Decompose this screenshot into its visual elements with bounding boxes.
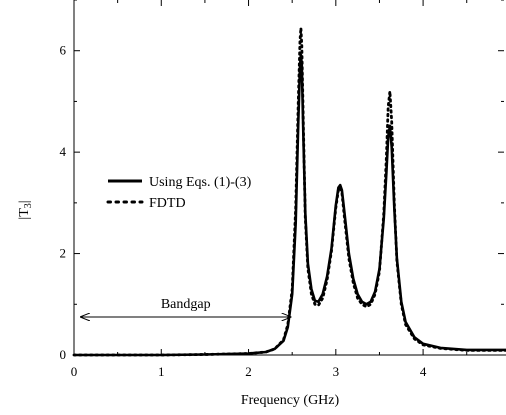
bandgap-label: Bandgap — [161, 297, 211, 312]
x-tick-label: 2 — [245, 364, 252, 379]
series-line-fdtd — [72, 26, 506, 357]
y-axis-label-subscript: 3 — [23, 203, 34, 208]
series-layer — [72, 26, 506, 357]
y-axis-label-main: |T — [17, 208, 32, 220]
y-tick-label: 6 — [60, 43, 67, 58]
x-axis-ticks: 0 1 2 3 4 — [71, 0, 468, 379]
legend-label-dotted: FDTD — [149, 196, 186, 211]
annotation-layer: Bandgap — [81, 297, 290, 317]
y-tick-label: 2 — [60, 246, 67, 261]
legend-label-solid: Using Eqs. (1)-(3) — [149, 175, 252, 190]
y-axis-label-end: | — [17, 200, 32, 203]
legend: Using Eqs. (1)-(3) FDTD — [106, 175, 252, 211]
x-tick-label: 1 — [158, 364, 165, 379]
y-tick-label: 0 — [60, 347, 67, 362]
x-axis-label: Frequency (GHz) — [241, 393, 340, 408]
x-tick-label: 3 — [333, 364, 340, 379]
x-tick-label: 4 — [420, 364, 427, 379]
y-axis-label: |T3| — [17, 200, 34, 219]
x-tick-label: 0 — [71, 364, 78, 379]
y-tick-label: 4 — [60, 144, 67, 159]
